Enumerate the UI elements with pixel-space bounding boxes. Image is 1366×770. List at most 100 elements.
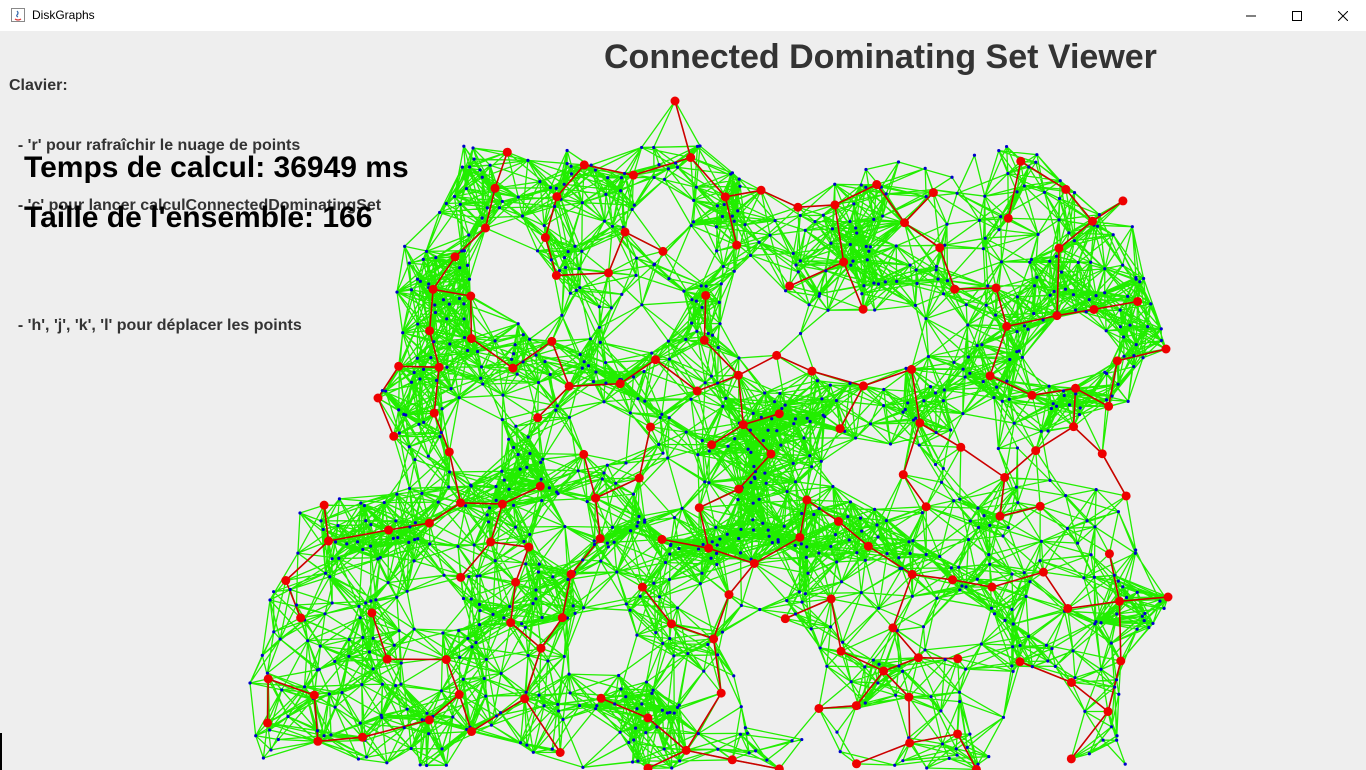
graph-node	[521, 333, 525, 337]
graph-node	[1048, 293, 1052, 297]
graph-node	[1054, 254, 1058, 258]
graph-node	[684, 337, 688, 341]
graph-node	[467, 277, 472, 281]
graph-node	[976, 525, 981, 530]
graph-node	[1046, 659, 1050, 663]
maximize-button[interactable]	[1274, 0, 1320, 31]
graph-node	[367, 650, 372, 654]
dominating-set-node	[643, 713, 653, 723]
graph-node	[438, 435, 442, 439]
graph-node	[838, 750, 842, 754]
graph-node	[629, 529, 633, 533]
graph-node	[868, 245, 872, 249]
graph-node	[1012, 421, 1016, 425]
graph-node	[966, 323, 970, 327]
graph-node	[819, 459, 823, 463]
close-button[interactable]	[1320, 0, 1366, 31]
graph-node	[368, 544, 373, 548]
graph-node	[682, 289, 686, 293]
graph-node	[715, 249, 719, 253]
dominating-set-node	[709, 634, 719, 644]
graph-node	[923, 648, 927, 652]
graph-node	[1112, 573, 1116, 577]
graph-node	[929, 695, 933, 699]
graph-node	[939, 709, 943, 713]
dominating-set-node	[557, 613, 567, 623]
graph-node	[1050, 646, 1054, 651]
graph-node	[778, 391, 782, 396]
graph-node	[942, 388, 946, 392]
dominating-set-node	[852, 759, 862, 769]
graph-node	[862, 284, 866, 288]
graph-node	[1015, 350, 1019, 354]
graph-node	[829, 625, 833, 629]
graph-node	[392, 643, 396, 647]
graph-node	[548, 186, 553, 190]
graph-node	[620, 292, 624, 296]
graph-node	[882, 387, 886, 392]
graph-node	[643, 399, 647, 403]
graph-node	[796, 270, 800, 274]
graph-node	[955, 753, 959, 757]
dominating-set-node	[533, 413, 543, 423]
graph-node	[358, 616, 362, 620]
graph-node	[513, 525, 518, 529]
graph-node	[975, 577, 979, 581]
graph-node	[528, 532, 532, 537]
graph-node	[557, 269, 562, 273]
graph-node	[706, 642, 710, 647]
graph-node	[486, 520, 491, 524]
graph-node	[1116, 382, 1120, 386]
graph-node	[562, 654, 566, 659]
graph-node	[917, 443, 921, 447]
dominating-set-node	[319, 500, 329, 510]
graph-canvas-panel[interactable]	[3, 31, 1366, 770]
disk-graph-canvas[interactable]	[3, 31, 1366, 770]
graph-node	[1041, 318, 1045, 322]
graph-node	[1149, 302, 1153, 306]
dominating-set-node	[579, 160, 589, 170]
graph-node	[426, 454, 430, 458]
graph-node	[945, 279, 950, 283]
minimize-button[interactable]	[1228, 0, 1274, 31]
graph-node	[562, 255, 567, 260]
graph-node	[773, 219, 777, 223]
graph-node	[464, 186, 469, 191]
graph-node	[467, 165, 472, 169]
graph-node	[539, 477, 543, 481]
graph-node	[1046, 429, 1050, 433]
dominating-set-node	[1114, 596, 1124, 606]
graph-node	[803, 592, 807, 596]
graph-node	[914, 268, 918, 272]
graph-node	[340, 691, 344, 695]
dominating-set-node	[839, 257, 849, 267]
graph-node	[347, 654, 351, 658]
graph-node	[487, 506, 492, 510]
graph-node	[908, 551, 912, 555]
graph-node	[394, 519, 398, 523]
graph-node	[581, 558, 585, 562]
graph-node	[413, 457, 417, 462]
graph-node	[302, 685, 307, 689]
graph-node	[1085, 519, 1089, 523]
graph-node	[666, 167, 670, 171]
graph-node	[458, 655, 462, 659]
graph-node	[1011, 622, 1015, 626]
graph-node	[743, 223, 747, 227]
graph-node	[631, 492, 636, 496]
graph-node	[635, 524, 639, 528]
window-title: DiskGraphs	[32, 8, 95, 22]
graph-node	[933, 462, 938, 467]
graph-node	[543, 359, 547, 364]
dominating-set-node	[657, 534, 667, 544]
graph-node	[571, 604, 575, 608]
graph-node	[1134, 343, 1138, 347]
dominating-set-node	[456, 498, 466, 508]
dominating-set-node	[1016, 156, 1026, 166]
graph-node	[412, 559, 416, 563]
graph-node	[996, 446, 1000, 451]
graph-node	[665, 711, 669, 715]
graph-node	[846, 515, 850, 519]
graph-node	[941, 466, 945, 471]
graph-node	[631, 375, 636, 379]
